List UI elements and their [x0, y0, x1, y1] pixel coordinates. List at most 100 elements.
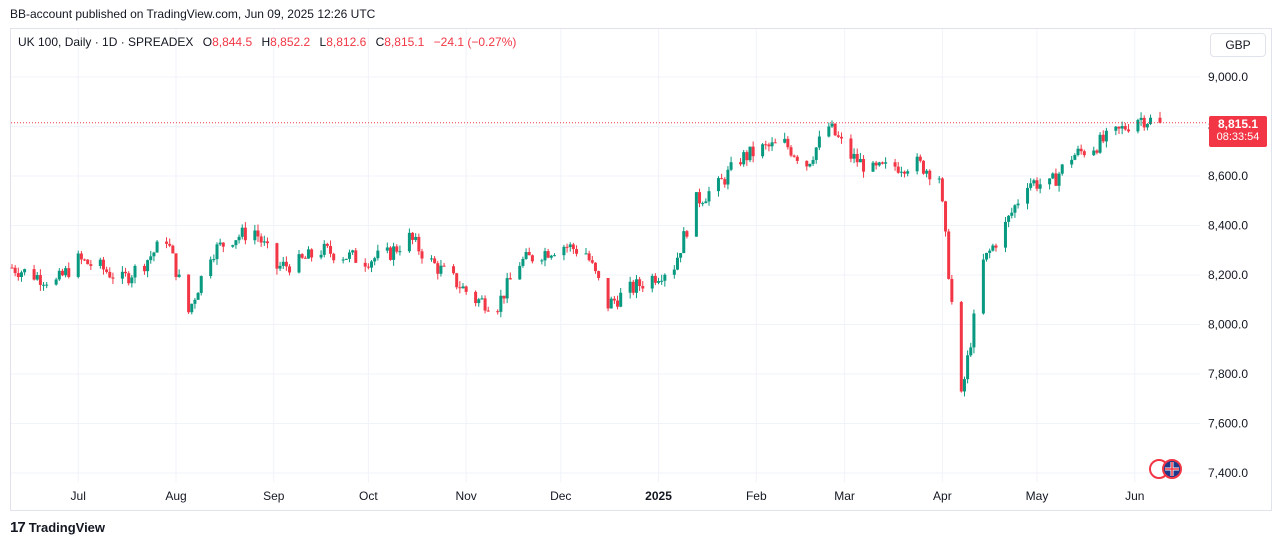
candle-body	[297, 254, 301, 273]
candle-body	[773, 142, 777, 144]
x-tick-label: Oct	[359, 489, 378, 503]
tradingview-logo-icon: 17	[10, 519, 26, 536]
candle-body	[212, 259, 216, 261]
candle-body	[634, 279, 638, 293]
candle-body	[518, 265, 522, 280]
candle-body	[474, 291, 478, 304]
candle-body	[13, 267, 17, 274]
candle-body	[1095, 150, 1099, 153]
candle-body	[300, 254, 304, 258]
candle-body	[792, 155, 796, 157]
candle-body	[458, 287, 462, 289]
candle-body	[347, 252, 351, 259]
candle-body	[1048, 178, 1052, 185]
candle-body	[281, 261, 285, 266]
candle-body	[1010, 212, 1014, 216]
candle-body	[209, 259, 213, 277]
candle-body	[827, 126, 831, 137]
candle-body	[808, 163, 812, 167]
candle-body	[483, 298, 487, 311]
candle-body	[19, 272, 23, 277]
change-value: −24.1 (−0.27%)	[433, 35, 517, 49]
candle-body	[1139, 117, 1143, 120]
candle-body	[994, 245, 998, 248]
candle-body	[950, 278, 954, 302]
candle-body	[436, 263, 440, 274]
candle-body	[587, 253, 591, 261]
last-price-tag: 8,815.1 08:33:54	[1209, 116, 1267, 147]
candle-body	[830, 123, 834, 127]
candle-body	[966, 355, 970, 380]
candle-body	[896, 166, 900, 173]
tradingview-footer[interactable]: 17 TradingView	[10, 519, 105, 536]
candle-body	[344, 258, 348, 260]
candle-body	[590, 260, 594, 263]
x-axis: Jul Aug Sep Oct Nov Dec 2025 Feb Mar Apr May Jun	[71, 489, 1145, 503]
candle-body	[653, 275, 657, 283]
y-tick-label: 8,600.0	[1208, 169, 1248, 183]
candle-body	[32, 269, 36, 280]
candle-body	[660, 280, 664, 282]
candle-body	[543, 251, 547, 261]
candle-body	[575, 249, 579, 254]
candle-body	[60, 270, 64, 276]
candle-body	[940, 178, 944, 202]
candle-body	[288, 266, 292, 273]
candle-body	[619, 292, 623, 307]
candle-body	[783, 138, 787, 143]
candle-body	[196, 292, 200, 300]
candle-body	[149, 256, 153, 261]
y-tick-label: 8,400.0	[1208, 219, 1248, 233]
candle-body	[1029, 183, 1033, 188]
y-tick-label: 7,400.0	[1208, 466, 1248, 480]
low-value: 8,812.6	[326, 35, 367, 49]
symbol-name[interactable]: UK 100, Daily · 1D · SPREADEX	[18, 35, 194, 49]
candle-body	[376, 250, 380, 259]
candle-body	[120, 271, 124, 279]
currency-button[interactable]: GBP	[1210, 33, 1266, 57]
candle-body	[1104, 130, 1108, 142]
candle-body	[385, 247, 389, 251]
candle-body	[991, 245, 995, 251]
candle-body	[530, 255, 534, 262]
x-tick-label: Nov	[455, 489, 476, 503]
candle-body	[817, 136, 821, 148]
candle-body	[657, 281, 661, 283]
candle-body	[1054, 173, 1058, 186]
y-tick-label: 8,000.0	[1208, 318, 1248, 332]
candle-body	[259, 236, 263, 243]
candle-body	[1149, 117, 1153, 125]
candle-body	[240, 227, 244, 237]
candle-body	[1142, 117, 1146, 128]
candle-body	[707, 191, 711, 202]
candle-body	[871, 162, 875, 172]
candle-body	[477, 299, 481, 304]
candle-body	[1076, 148, 1080, 155]
candle-body	[1123, 126, 1127, 130]
candle-body	[373, 258, 377, 262]
candle-body	[562, 246, 566, 256]
candle-body	[745, 152, 749, 161]
candle-body	[398, 251, 402, 253]
chart-frame	[10, 28, 1272, 511]
candle-body	[524, 252, 528, 259]
high-label: H	[261, 35, 271, 49]
candle-body	[789, 147, 793, 156]
candle-body	[168, 243, 172, 246]
candle-body	[858, 159, 862, 163]
candle-body	[417, 236, 421, 252]
candle-body	[1136, 119, 1140, 132]
candle-body	[455, 273, 459, 288]
candle-body	[937, 178, 941, 180]
candle-body	[549, 255, 553, 258]
open-value: 8,844.5	[212, 35, 253, 49]
candle-body	[1007, 215, 1011, 222]
candle-body	[127, 273, 131, 284]
candle-body	[540, 260, 544, 262]
candle-body	[552, 255, 556, 257]
candle-body	[105, 269, 109, 272]
candle-body	[1026, 187, 1030, 204]
candle-body	[748, 146, 752, 161]
x-tick-label: Dec	[550, 489, 571, 503]
